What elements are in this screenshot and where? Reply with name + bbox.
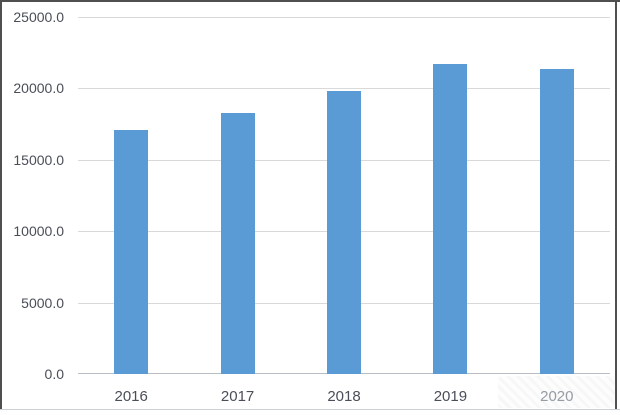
y-tick-label-15000: 15000.0 [13, 151, 64, 168]
gridline-25000 [78, 17, 610, 18]
x-tick-label-2016: 2016 [114, 388, 148, 405]
frame-border-right [615, 0, 617, 410]
x-tick-label-2017: 2017 [220, 388, 255, 405]
y-tick-label-20000: 20000.0 [13, 80, 64, 97]
bar-2019 [433, 64, 468, 374]
bar-2018 [327, 91, 361, 374]
y-tick-label-10000: 10000.0 [13, 223, 64, 240]
x-tick-label-2019: 2019 [433, 388, 468, 405]
y-tick-label-5000: 5000.0 [21, 294, 64, 311]
watermark-smudge [498, 376, 616, 408]
gridline-20000 [78, 88, 610, 90]
bar-2020 [539, 69, 574, 374]
frame-border-left [0, 0, 2, 410]
y-tick-label-0: 0.0 [44, 366, 64, 382]
bar-2017 [220, 112, 255, 374]
plot-area [78, 17, 610, 374]
frame-border-bottom [0, 409, 620, 410]
x-tick-label-2020: 2020 [540, 388, 574, 405]
y-tick-label-25000: 25000.0 [13, 9, 64, 25]
bar-2016 [114, 129, 149, 374]
frame-border-top [0, 0, 620, 2]
x-tick-label-2018: 2018 [327, 388, 361, 405]
